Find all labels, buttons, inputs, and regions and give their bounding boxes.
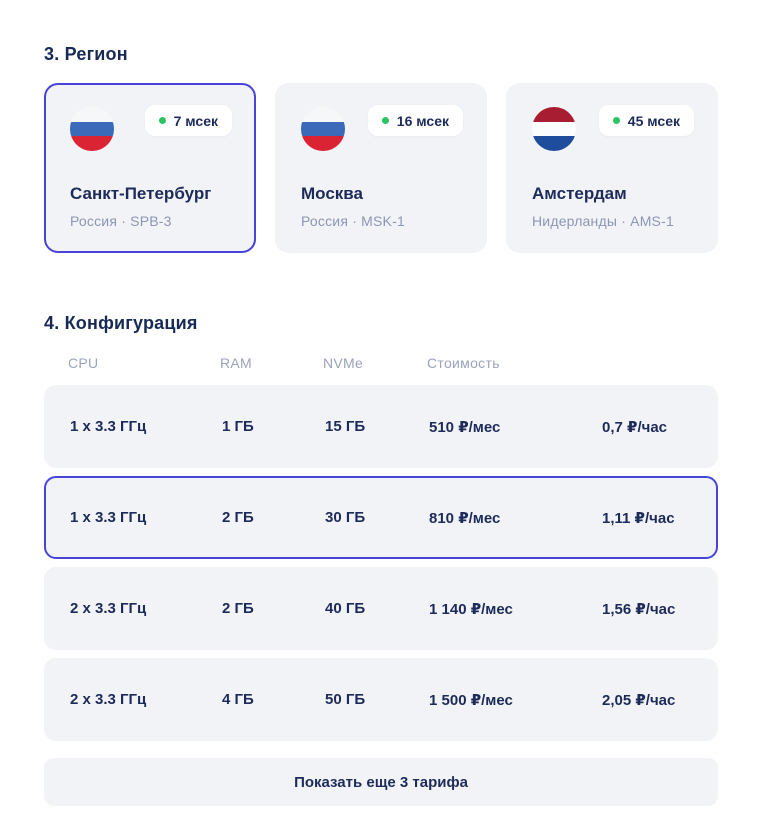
tariff-ram: 4 ГБ (222, 691, 254, 708)
region-city-name: Амстердам (532, 184, 627, 203)
latency-badge: 45 мсек (598, 105, 694, 136)
region-city-name: Москва (301, 184, 363, 203)
latency-value: 45 мсек (627, 112, 680, 129)
tariff-nvme: 30 ГБ (325, 509, 366, 526)
region-card-info: Москва Россия · MSK-1 (301, 184, 463, 229)
latency-status-dot-icon (158, 117, 166, 124)
show-more-tariffs-button[interactable]: Показать еще 3 тарифа (44, 758, 718, 806)
tariff-hourly-price: 1,11 ₽/час (602, 509, 675, 527)
region-location: Россия · SPB-3 (70, 213, 172, 229)
tariff-hourly-price: 1,56 ₽/час (602, 600, 676, 618)
tariff-cpu: 1 x 3.3 ГГц (70, 509, 147, 526)
tariff-hourly-price: 0,7 ₽/час (602, 418, 668, 436)
tariff-row[interactable]: 2 x 3.3 ГГц 4 ГБ 50 ГБ 1 500 ₽/мес 2,05 … (44, 658, 718, 741)
region-card-info: Амстердам Нидерланды · AMS-1 (532, 184, 694, 229)
column-header-nvme: NVMe (323, 355, 364, 371)
configuration-section: 4. Конфигурация CPU RAM NVMe Стоимость 1… (44, 313, 718, 806)
latency-value: 7 мсек (173, 112, 218, 129)
tariff-nvme: 50 ГБ (325, 691, 366, 708)
region-card-top: 7 мсек (70, 105, 232, 151)
latency-status-dot-icon (381, 117, 389, 124)
netherlands-flag-icon (532, 107, 576, 151)
latency-value: 16 мсек (396, 112, 449, 129)
column-header-cpu: CPU (68, 355, 99, 371)
tariff-cpu: 2 x 3.3 ГГц (70, 600, 147, 617)
tariff-cpu: 1 x 3.3 ГГц (70, 418, 147, 435)
latency-badge: 7 мсек (144, 105, 232, 136)
tariff-ram: 2 ГБ (222, 600, 254, 617)
region-card-spb[interactable]: 7 мсек Санкт-Петербург Россия · SPB-3 (44, 83, 256, 253)
latency-badge: 16 мсек (367, 105, 463, 136)
region-location: Нидерланды · AMS-1 (532, 213, 674, 229)
tariff-nvme: 40 ГБ (325, 600, 366, 617)
region-section-title: 3. Регион (44, 44, 128, 64)
tariff-ram: 2 ГБ (222, 509, 254, 526)
region-location: Россия · MSK-1 (301, 213, 405, 229)
tariff-monthly-price: 810 ₽/мес (429, 509, 501, 527)
region-card-amsterdam[interactable]: 45 мсек Амстердам Нидерланды · AMS-1 (506, 83, 718, 253)
server-order-page: 3. Регион 7 мсек Санкт-Петербург Россия … (44, 44, 718, 806)
tariff-nvme: 15 ГБ (325, 418, 366, 435)
region-city-name: Санкт-Петербург (70, 184, 212, 203)
tariff-hourly-price: 2,05 ₽/час (602, 691, 676, 709)
region-card-top: 45 мсек (532, 105, 694, 151)
region-card-moscow[interactable]: 16 мсек Москва Россия · MSK-1 (275, 83, 487, 253)
column-header-price: Стоимость (427, 355, 500, 371)
tariff-row[interactable]: 1 x 3.3 ГГц 2 ГБ 30 ГБ 810 ₽/мес 1,11 ₽/… (44, 476, 718, 559)
tariff-table-header: CPU RAM NVMe Стоимость (44, 355, 718, 371)
tariff-ram: 1 ГБ (222, 418, 254, 435)
tariff-row[interactable]: 1 x 3.3 ГГц 1 ГБ 15 ГБ 510 ₽/мес 0,7 ₽/ч… (44, 385, 718, 468)
russia-flag-icon (70, 107, 114, 151)
tariff-monthly-price: 510 ₽/мес (429, 418, 501, 436)
russia-flag-icon (301, 107, 345, 151)
latency-status-dot-icon (612, 117, 620, 124)
column-header-ram: RAM (220, 355, 253, 371)
tariff-monthly-price: 1 140 ₽/мес (429, 600, 513, 618)
tariff-cpu: 2 x 3.3 ГГц (70, 691, 147, 708)
configuration-section-title: 4. Конфигурация (44, 313, 198, 333)
tariff-row[interactable]: 2 x 3.3 ГГц 2 ГБ 40 ГБ 1 140 ₽/мес 1,56 … (44, 567, 718, 650)
region-card-info: Санкт-Петербург Россия · SPB-3 (70, 184, 232, 229)
region-card-top: 16 мсек (301, 105, 463, 151)
region-card-list: 7 мсек Санкт-Петербург Россия · SPB-3 16… (44, 83, 718, 253)
tariff-monthly-price: 1 500 ₽/мес (429, 691, 513, 709)
